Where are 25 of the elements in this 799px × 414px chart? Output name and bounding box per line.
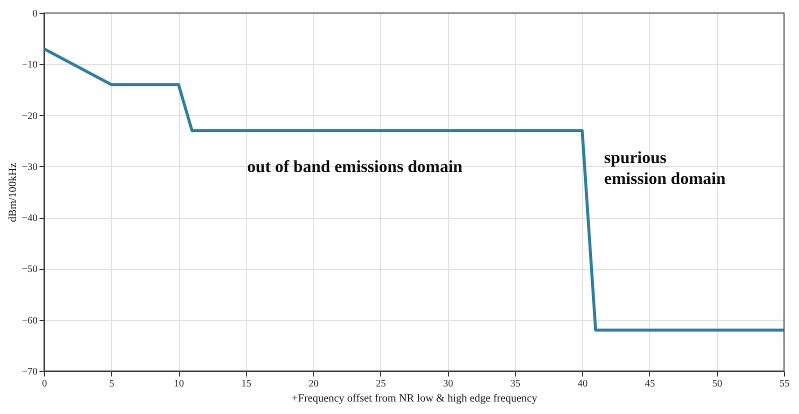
y-tick-label: 0 xyxy=(32,8,38,20)
y-tick-label: −10 xyxy=(22,60,38,71)
x-tick-label: 25 xyxy=(376,378,386,390)
y-tick-label: −50 xyxy=(22,264,38,276)
y-tick-label: −70 xyxy=(22,366,38,378)
line-series xyxy=(44,47,784,332)
annotation: out of band emissions domain xyxy=(247,156,464,176)
x-tick-label: 15 xyxy=(241,378,252,390)
x-tick-label: 10 xyxy=(174,378,184,390)
x-tick-label: 50 xyxy=(712,378,722,390)
y-tick-label: −20 xyxy=(22,110,38,122)
x-tick-label: 0 xyxy=(42,378,47,390)
x-tick-label: 30 xyxy=(443,378,454,390)
x-tick-label: 20 xyxy=(308,378,319,390)
x-tick-label: 35 xyxy=(510,378,520,390)
y-tick-label: −40 xyxy=(22,213,38,224)
y-tick-label: −60 xyxy=(22,315,38,326)
x-tick-label: 45 xyxy=(644,378,655,390)
x-tick-label: 55 xyxy=(780,378,790,390)
y-tick-label: −30 xyxy=(22,162,38,173)
x-tick-label: 5 xyxy=(109,378,114,390)
y-axis-title: dBm/100kHz xyxy=(6,162,19,222)
annotation: spurious emission domain xyxy=(604,148,726,188)
x-axis-title: +Frequency offset from NR low & high edge frequency xyxy=(292,392,538,404)
x-tick-label: 40 xyxy=(578,378,588,390)
